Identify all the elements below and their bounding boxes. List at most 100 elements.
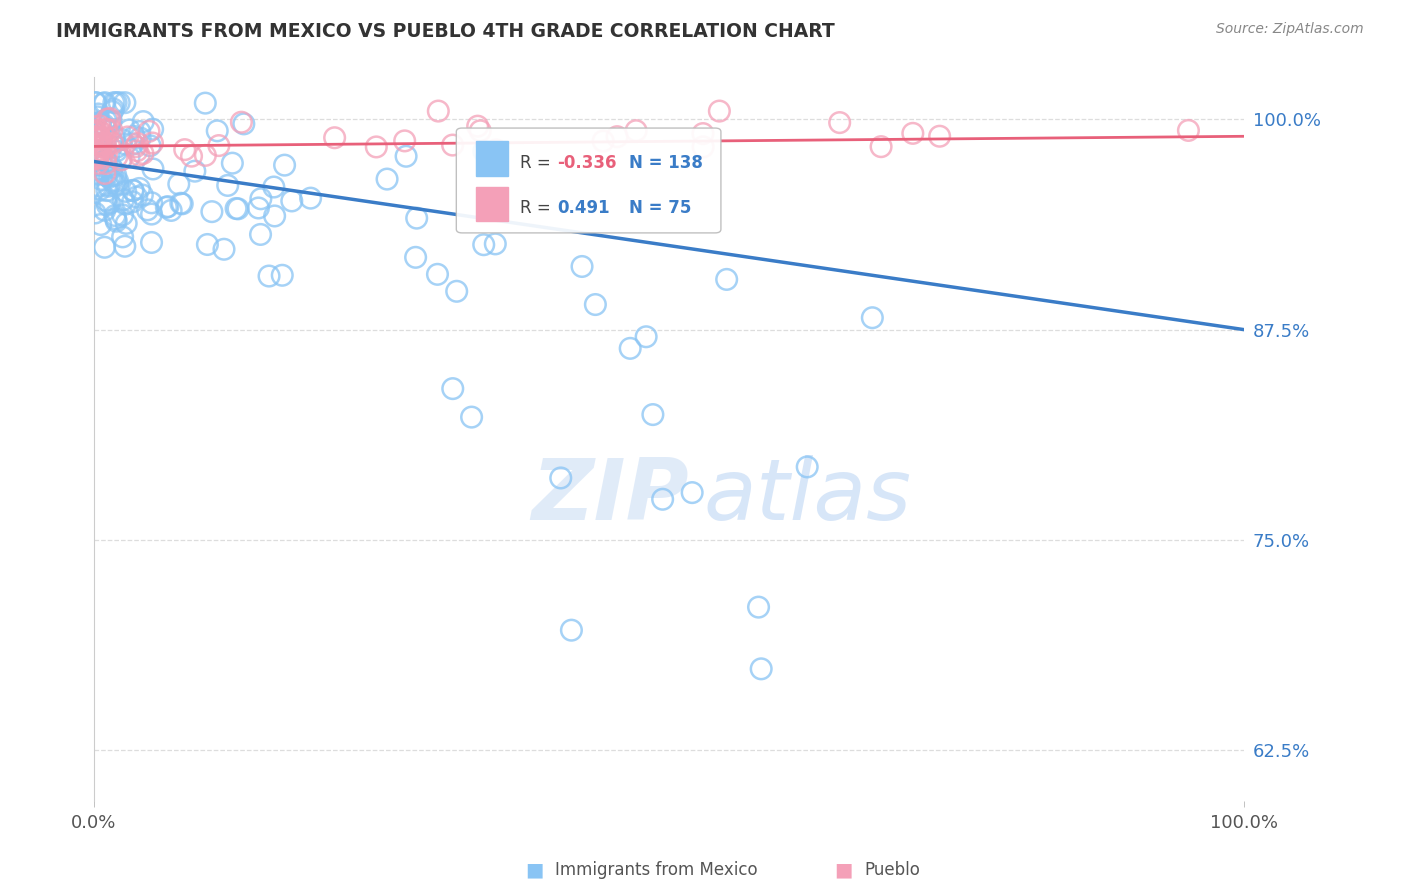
Point	[485, 143, 508, 157]
Point	[692, 127, 714, 141]
Point	[127, 136, 149, 151]
Text: N = 138: N = 138	[628, 154, 703, 172]
Point	[221, 156, 243, 170]
Point	[89, 136, 111, 150]
Point	[91, 126, 114, 140]
Point	[86, 151, 108, 165]
Point	[94, 95, 117, 110]
Text: Immigrants from Mexico: Immigrants from Mexico	[555, 861, 758, 879]
FancyBboxPatch shape	[457, 128, 721, 233]
Point	[96, 112, 118, 126]
Point	[89, 130, 111, 145]
Point	[94, 129, 117, 144]
Point	[118, 150, 141, 164]
Point	[89, 139, 111, 153]
Point	[212, 242, 235, 256]
Point	[749, 662, 772, 676]
Point	[125, 144, 148, 158]
Point	[405, 211, 427, 226]
Point	[441, 138, 464, 153]
Point	[114, 137, 136, 152]
Point	[114, 239, 136, 253]
Point	[86, 148, 108, 162]
Point	[155, 200, 177, 214]
Point	[709, 104, 731, 119]
Point	[271, 268, 294, 283]
Point	[103, 129, 125, 144]
Point	[96, 198, 118, 212]
Point	[112, 193, 135, 207]
Point	[110, 153, 132, 167]
Point	[828, 115, 851, 129]
Point	[197, 237, 219, 252]
Point	[84, 132, 107, 146]
Point	[101, 174, 124, 188]
Point	[121, 194, 143, 209]
Point	[98, 196, 121, 211]
Text: atlas: atlas	[703, 455, 911, 538]
Point	[87, 138, 110, 153]
Point	[208, 138, 231, 153]
Point	[426, 268, 449, 282]
Point	[94, 156, 117, 170]
Text: 0.491: 0.491	[558, 199, 610, 217]
Point	[167, 177, 190, 191]
Point	[86, 178, 108, 193]
Point	[94, 141, 117, 155]
Point	[124, 129, 146, 144]
Point	[263, 180, 285, 194]
Point	[84, 145, 107, 160]
Point	[90, 172, 112, 186]
Point	[257, 268, 280, 283]
Point	[83, 151, 105, 165]
Point	[395, 149, 418, 163]
Point	[225, 202, 247, 216]
Point	[624, 124, 647, 138]
Point	[592, 134, 614, 148]
Text: N = 75: N = 75	[628, 199, 692, 217]
Point	[550, 471, 572, 485]
Text: R =: R =	[520, 199, 555, 217]
Point	[101, 169, 124, 183]
Point	[84, 167, 107, 181]
Point	[194, 96, 217, 111]
Point	[460, 410, 482, 425]
Point	[84, 136, 107, 150]
Point	[901, 126, 924, 140]
Text: ■: ■	[834, 860, 853, 880]
Point	[107, 178, 129, 192]
Point	[125, 190, 148, 204]
Point	[114, 197, 136, 211]
Point	[121, 183, 143, 197]
Point	[87, 123, 110, 137]
Point	[97, 179, 120, 194]
Point	[100, 123, 122, 137]
Point	[94, 122, 117, 136]
Point	[96, 122, 118, 136]
Point	[89, 119, 111, 133]
Point	[93, 96, 115, 111]
Point	[107, 174, 129, 188]
Point	[83, 144, 105, 158]
Point	[114, 95, 136, 110]
Point	[100, 161, 122, 176]
Point	[484, 236, 506, 251]
Point	[91, 139, 114, 153]
Point	[100, 113, 122, 128]
Point	[86, 148, 108, 162]
Point	[281, 194, 304, 208]
Point	[94, 194, 117, 208]
Point	[84, 95, 107, 110]
Point	[928, 129, 950, 144]
Point	[273, 158, 295, 172]
Point	[83, 126, 105, 140]
Point	[96, 184, 118, 198]
Point	[96, 169, 118, 183]
Text: Source: ZipAtlas.com: Source: ZipAtlas.com	[1216, 22, 1364, 37]
Point	[636, 330, 658, 344]
Point	[94, 136, 117, 151]
Point	[870, 139, 893, 153]
Point	[692, 140, 714, 154]
Point	[172, 196, 194, 211]
Point	[94, 168, 117, 182]
